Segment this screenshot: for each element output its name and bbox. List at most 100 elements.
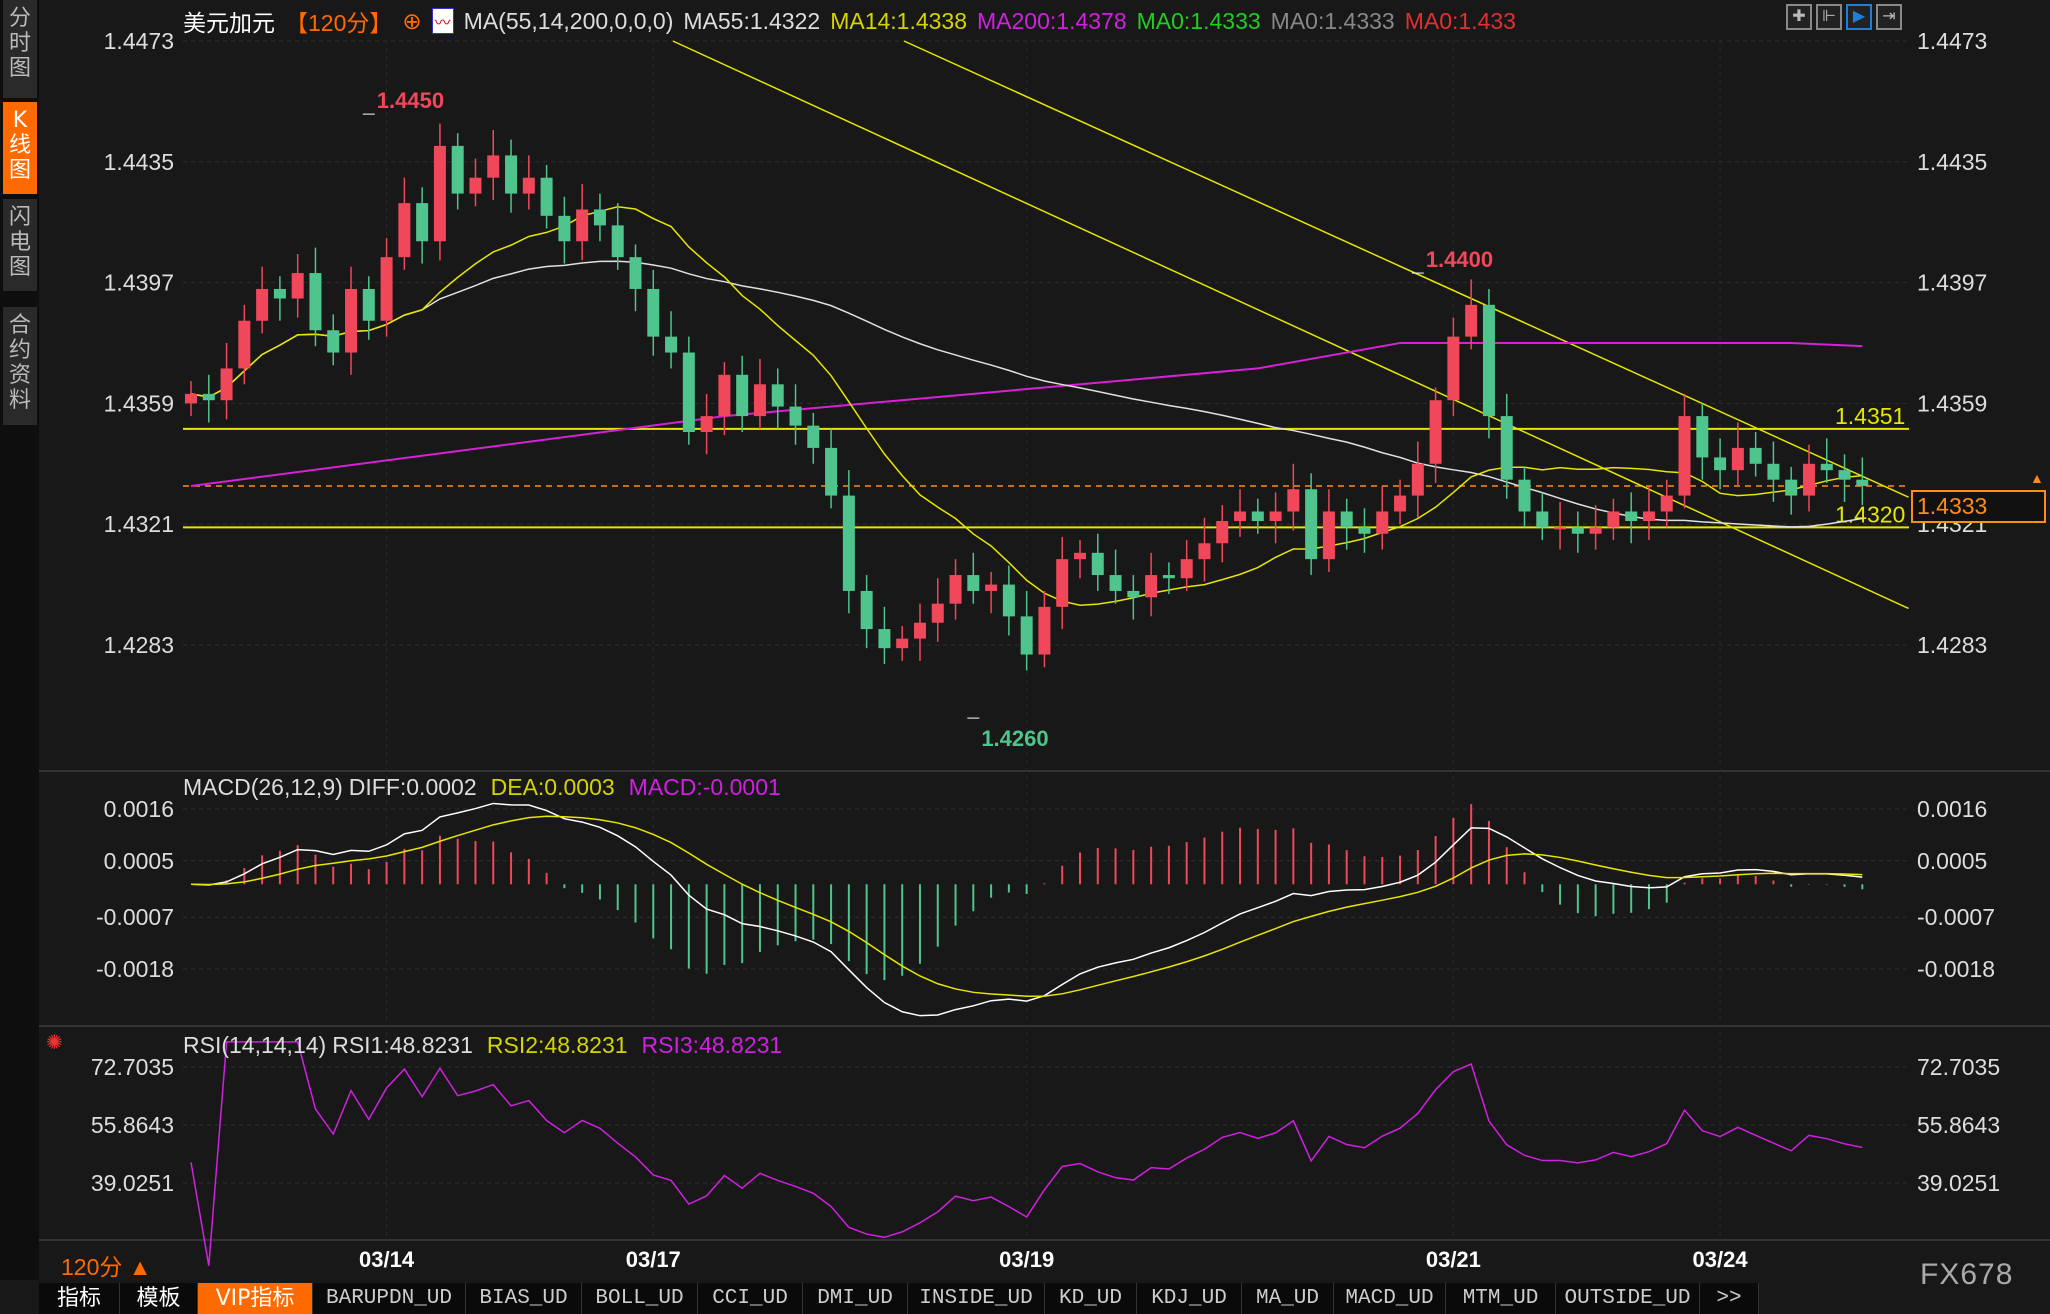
candle-body — [380, 257, 393, 321]
candle-body — [665, 336, 678, 353]
watermark: FX678 — [1920, 1258, 2014, 1291]
indicator-tab[interactable]: OUTSIDE_UD — [1556, 1283, 1700, 1314]
macd-legend: MACD(26,12,9) DIFF:0.0002 DEA:0.0003 MAC… — [183, 774, 781, 801]
candle-body — [1731, 447, 1744, 471]
price-tick-left: 1.4283 — [104, 632, 174, 658]
trend-line — [903, 40, 1909, 498]
rsi-settings-icon[interactable]: ✺ — [46, 1032, 63, 1054]
candle-body — [558, 215, 571, 242]
indicator-tab[interactable]: 指标 — [39, 1283, 120, 1314]
forward-icon[interactable]: ⇥ — [1876, 4, 1902, 30]
candle-body — [309, 273, 322, 331]
candle-body — [540, 177, 553, 216]
candle-body — [1447, 336, 1460, 401]
candle-body — [1465, 304, 1478, 337]
candle-body — [1305, 489, 1318, 560]
candle-body — [1678, 416, 1691, 496]
candle-body — [1482, 304, 1495, 417]
candle-body — [416, 203, 429, 242]
extreme-label: 1.4260 — [981, 726, 1048, 751]
sidebar-tab-contract[interactable]: 合约资料 — [3, 307, 37, 425]
rsi-tick-right: 55.8643 — [1917, 1112, 2000, 1138]
candle-body — [1696, 416, 1709, 458]
indicator-tab[interactable]: MA_UD — [1242, 1283, 1334, 1314]
candle-body — [1127, 590, 1140, 598]
period-indicator[interactable]: 120分 ▲ — [61, 1254, 152, 1280]
candle-body — [505, 155, 518, 194]
candle-body — [256, 288, 269, 321]
extreme-label: 1.4400 — [1426, 247, 1493, 272]
indicator-tab[interactable]: MTM_UD — [1446, 1283, 1556, 1314]
candle-body — [1109, 575, 1122, 591]
candle-body — [327, 330, 340, 353]
macd-value: MACD:-0.0001 — [628, 774, 781, 800]
indicator-chart-icon[interactable]: 〰 — [431, 8, 454, 34]
crosshair-icon[interactable]: ✚ — [1786, 4, 1812, 30]
indicator-tab[interactable]: BOLL_UD — [582, 1283, 698, 1314]
candle-body — [1287, 489, 1300, 512]
candle-body — [1749, 447, 1762, 464]
macd-tick-right: 0.0005 — [1917, 848, 1987, 874]
indicator-tab[interactable]: DMI_UD — [803, 1283, 908, 1314]
indicator-tab[interactable]: CCI_UD — [698, 1283, 803, 1314]
indicator-tab[interactable]: 模板 — [120, 1283, 198, 1314]
indicator-tab[interactable]: BIAS_UD — [466, 1283, 582, 1314]
candle-body — [1358, 527, 1371, 534]
indicator-tab[interactable]: VIP指标 — [198, 1283, 313, 1314]
candle-body — [878, 629, 891, 649]
indicator-tab-bar: 指标 模板 VIP指标 BARUPDN_UD BIAS_UD BOLL_UD CCI_UD D… — [39, 1283, 1759, 1314]
macd-tick-left: 0.0005 — [104, 848, 174, 874]
candle-body — [789, 406, 802, 426]
candle-body — [433, 145, 446, 242]
chart-canvas[interactable]: 1.4473 1.4473 1.4435 1.4435 1.4397 1.4397 1.43… — [0, 0, 2050, 1284]
candle-body — [185, 393, 197, 404]
candle-body — [842, 495, 855, 591]
candle-body — [362, 288, 375, 321]
candle-body — [202, 393, 215, 401]
range-icon[interactable]: ⊩ — [1816, 4, 1842, 30]
rsi-legend: RSI(14,14,14) RSI1:48.8231 RSI2:48.8231 … — [183, 1032, 782, 1059]
candle-body — [522, 177, 535, 194]
candle-body — [1856, 479, 1869, 487]
date-label: 03/14 — [359, 1247, 415, 1272]
price-tick-right: 1.4397 — [1917, 270, 1987, 296]
candle-body — [1660, 495, 1673, 512]
candle-body — [487, 155, 500, 178]
candle-body — [949, 575, 962, 604]
ma200-line — [190, 341, 1863, 488]
candle-body — [1234, 511, 1247, 522]
candle-body — [1394, 495, 1407, 512]
ma0-red-value: MA0:1.433 — [1404, 7, 1516, 34]
settings-icon[interactable]: ⊕ — [402, 7, 422, 34]
candle-body — [576, 209, 589, 242]
price-marker-icon: ▲ — [2030, 470, 2044, 486]
candle-body — [345, 288, 358, 353]
indicator-tab[interactable]: BARUPDN_UD — [313, 1283, 466, 1314]
ma55-value: MA55:1.4322 — [683, 7, 821, 34]
date-label: 03/19 — [999, 1247, 1054, 1272]
candle-body — [1802, 463, 1815, 496]
candle-body — [273, 288, 286, 299]
sidebar-tab-flash[interactable]: 闪电图 — [3, 199, 37, 291]
candle-body — [985, 584, 998, 591]
symbol-name: 美元加元 — [183, 10, 275, 36]
indicator-tab[interactable]: INSIDE_UD — [908, 1283, 1045, 1314]
line-label: 1.4320 — [1835, 501, 1905, 527]
indicator-tab[interactable]: >> — [1700, 1283, 1759, 1314]
candle-body — [1767, 463, 1780, 480]
rsi-tick-left: 55.8643 — [91, 1112, 174, 1138]
candle-body — [825, 447, 838, 496]
sidebar-tab-kline[interactable]: K线图 — [3, 102, 37, 194]
indicator-tab[interactable]: KDJ_UD — [1137, 1283, 1242, 1314]
sidebar-tab-timeshare[interactable]: 分时图 — [3, 0, 37, 98]
macd-title: MACD(26,12,9) — [183, 774, 343, 800]
play-right-icon[interactable]: ▶ — [1846, 4, 1872, 30]
indicator-tab[interactable]: MACD_UD — [1334, 1283, 1446, 1314]
indicator-tab[interactable]: KD_UD — [1045, 1283, 1137, 1314]
diff-line — [190, 802, 1863, 1017]
candle-body — [1571, 527, 1584, 534]
candle-body — [1038, 606, 1051, 655]
candle-body — [1020, 616, 1033, 655]
candle-body — [1340, 511, 1353, 528]
candle-body — [1145, 575, 1158, 598]
